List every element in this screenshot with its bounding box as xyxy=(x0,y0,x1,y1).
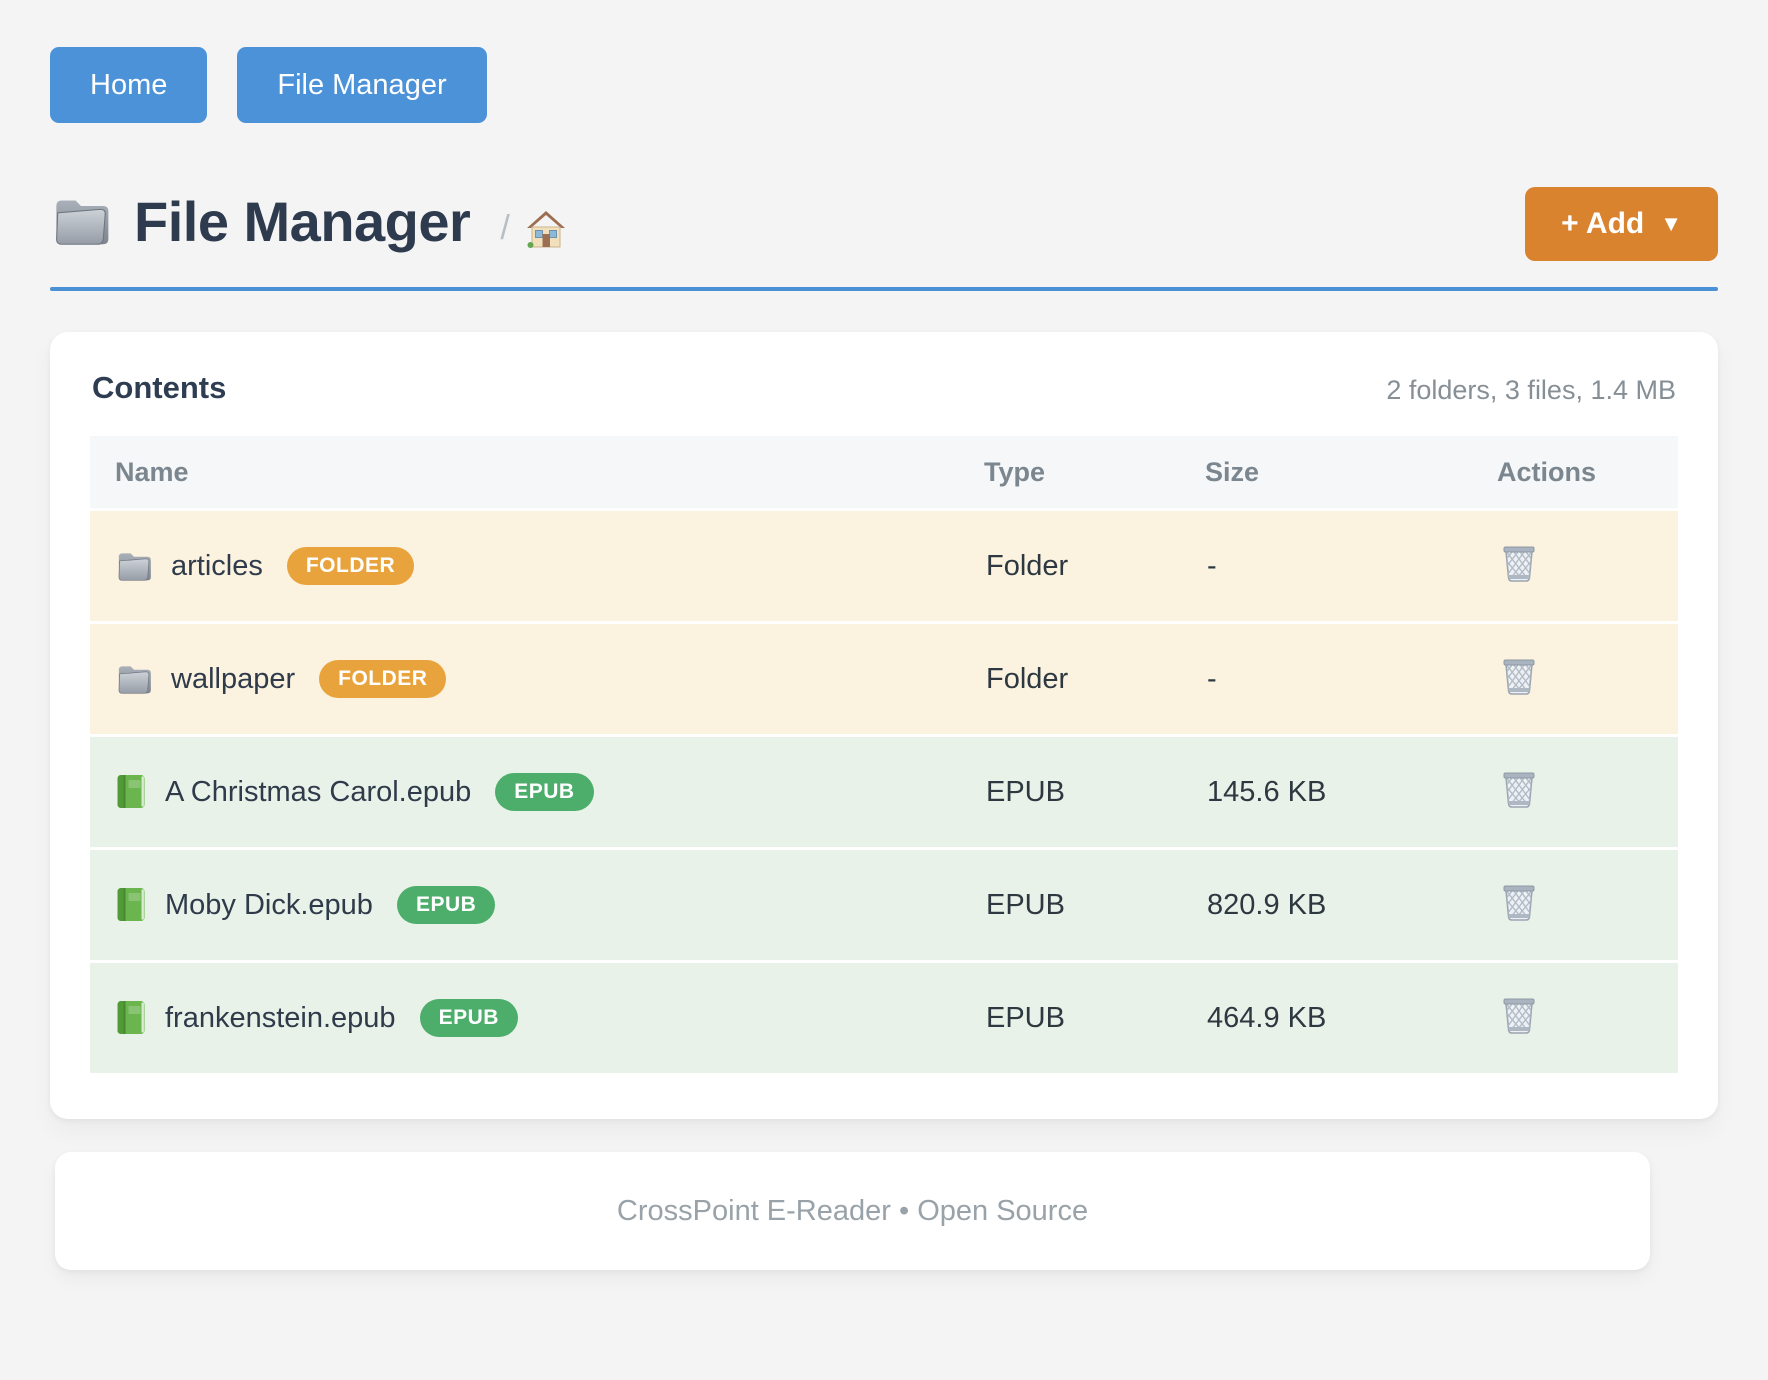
file-type: EPUB xyxy=(986,888,1065,921)
page-header: File Manager / + Add ▼ xyxy=(50,181,1718,261)
epub-badge: EPUB xyxy=(419,999,518,1037)
delete-button[interactable] xyxy=(1501,994,1537,1034)
file-name[interactable]: A Christmas Carol.epub xyxy=(165,775,472,808)
folder-badge: FOLDER xyxy=(319,660,447,698)
file-name-cell[interactable]: articles FOLDER xyxy=(90,547,984,585)
file-size: 464.9 KB xyxy=(1207,1001,1327,1034)
table-row[interactable]: A Christmas Carol.epub EPUB EPUB 145.6 K… xyxy=(90,737,1678,847)
file-name[interactable]: frankenstein.epub xyxy=(165,1001,396,1034)
breadcrumb: / xyxy=(500,207,567,249)
file-type: EPUB xyxy=(986,1001,1065,1034)
delete-button[interactable] xyxy=(1501,768,1537,808)
breadcrumb-separator: / xyxy=(500,208,510,247)
folder-badge: FOLDER xyxy=(286,547,415,585)
contents-card: Contents 2 folders, 3 files, 1.4 MB Name… xyxy=(50,332,1718,1119)
home-button[interactable]: Home xyxy=(50,47,208,123)
folder-icon xyxy=(118,666,152,694)
file-name[interactable]: articles xyxy=(171,549,263,582)
file-size: - xyxy=(1207,549,1217,582)
trash-icon xyxy=(1501,881,1537,921)
page-title: File Manager xyxy=(134,189,471,253)
column-header-name: Name xyxy=(115,456,189,487)
folder-icon xyxy=(118,553,152,581)
table-row[interactable]: wallpaper FOLDER Folder - xyxy=(90,624,1678,734)
file-name[interactable]: wallpaper xyxy=(171,662,296,695)
file-name-cell[interactable]: Moby Dick.epub EPUB xyxy=(90,886,984,924)
delete-button[interactable] xyxy=(1501,655,1537,695)
footer-text: CrossPoint E-Reader • Open Source xyxy=(616,1194,1089,1227)
file-name-cell[interactable]: A Christmas Carol.epub EPUB xyxy=(90,773,984,811)
book-icon xyxy=(117,775,145,808)
book-icon xyxy=(117,1001,145,1034)
file-size: 145.6 KB xyxy=(1207,775,1327,808)
table-header: Name Type Size Actions xyxy=(90,436,1678,508)
contents-summary: 2 folders, 3 files, 1.4 MB xyxy=(1386,375,1676,405)
column-header-type: Type xyxy=(984,456,1046,487)
header-divider xyxy=(50,287,1718,291)
column-header-size: Size xyxy=(1205,456,1260,487)
file-size: 820.9 KB xyxy=(1207,888,1327,921)
file-manager-button[interactable]: File Manager xyxy=(237,47,487,123)
file-name-cell[interactable]: wallpaper FOLDER xyxy=(90,660,984,698)
contents-heading: Contents xyxy=(92,370,227,405)
file-type: EPUB xyxy=(986,775,1065,808)
add-button[interactable]: + Add ▼ xyxy=(1525,187,1718,261)
epub-badge: EPUB xyxy=(396,886,496,924)
file-type: Folder xyxy=(986,662,1069,695)
file-table: Name Type Size Actions articles FOLDER F… xyxy=(90,436,1678,1073)
table-row[interactable]: frankenstein.epub EPUB EPUB 464.9 KB xyxy=(90,963,1678,1073)
trash-icon xyxy=(1501,768,1537,808)
file-size: - xyxy=(1207,662,1217,695)
trash-icon xyxy=(1501,542,1537,582)
chevron-down-icon: ▼ xyxy=(1660,211,1682,236)
epub-badge: EPUB xyxy=(495,773,594,811)
footer: CrossPoint E-Reader • Open Source xyxy=(55,1152,1650,1270)
table-row[interactable]: articles FOLDER Folder - xyxy=(90,511,1678,621)
table-row[interactable]: Moby Dick.epub EPUB EPUB 820.9 KB xyxy=(90,850,1678,960)
delete-button[interactable] xyxy=(1501,881,1537,921)
book-icon xyxy=(117,888,145,921)
trash-icon xyxy=(1501,994,1537,1034)
file-name-cell[interactable]: frankenstein.epub EPUB xyxy=(90,999,984,1037)
delete-button[interactable] xyxy=(1501,542,1537,582)
home-icon[interactable] xyxy=(524,207,568,249)
top-nav: Home File Manager xyxy=(50,0,1718,123)
file-type: Folder xyxy=(986,549,1069,582)
add-button-label: + Add xyxy=(1561,207,1645,240)
folder-icon xyxy=(55,199,109,245)
trash-icon xyxy=(1501,655,1537,695)
file-name[interactable]: Moby Dick.epub xyxy=(165,888,373,921)
column-header-actions: Actions xyxy=(1497,456,1597,487)
